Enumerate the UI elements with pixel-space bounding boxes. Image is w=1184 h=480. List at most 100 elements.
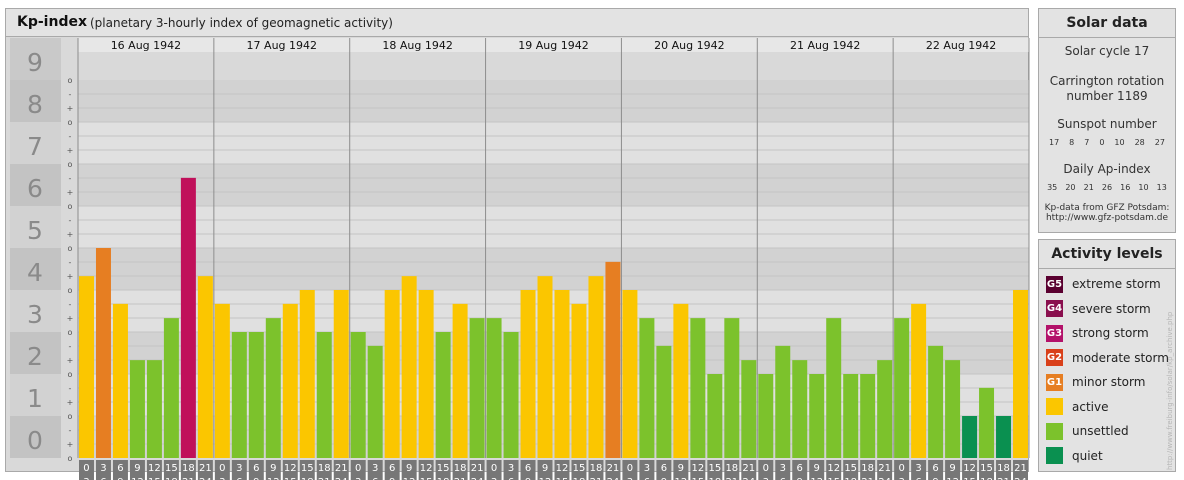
kp-bar [894,318,910,458]
kp-bar [979,387,995,458]
legend-label: quiet [1072,448,1103,463]
hour-cell [1013,460,1028,480]
hour-label-start: 6 [661,463,667,474]
kp-bar [180,177,196,459]
hour-label-start: 6 [932,463,938,474]
hour-label-start: 0 [491,463,497,474]
day-label: 20 Aug 1942 [654,39,724,52]
hour-cell [333,460,349,480]
hour-cell [690,460,706,480]
hour-label-start: 9 [678,463,684,474]
legend-label: extreme storm [1072,277,1161,291]
y-minor-tick: - [69,258,72,267]
kp-bar [554,290,570,458]
hour-label-end: 12 [810,477,823,480]
kp-bar [826,318,842,458]
legend-item: G3 strong storm [1046,324,1149,342]
legend-label: strong storm [1072,326,1149,340]
hour-cell [401,460,417,480]
hour-cell [724,460,740,480]
legend-item: G5 extreme storm [1046,275,1161,293]
day-label: 18 Aug 1942 [382,39,452,52]
hour-cell [146,460,162,480]
hour-label-end: 21 [861,477,874,480]
y-minor-tick: - [69,342,72,351]
y-minor-tick: - [69,384,72,393]
y-tick-label: 9 [27,48,43,77]
hour-label-end: 24 [607,477,620,480]
hour-label-end: 9 [932,477,938,480]
kp-bar [656,345,672,458]
sunspot-value: 10 [1114,138,1125,147]
kp-bar [418,290,434,458]
hour-cell [384,460,400,480]
y-axis-band [10,290,61,332]
hour-cell [231,460,247,480]
hour-label-end: 18 [844,477,857,480]
kp-bar [231,332,247,458]
hour-label-end: 15 [420,477,433,480]
hour-label-end: 21 [454,477,467,480]
hour-label-start: 0 [355,463,361,474]
hour-label-end: 3 [83,477,89,480]
y-axis-band [10,206,61,248]
hour-label-end: 12 [403,477,416,480]
hour-label-start: 18 [725,463,738,474]
hour-cell [163,460,179,480]
y-tick-label: 6 [27,174,43,203]
hour-label-start: 3 [236,463,242,474]
hour-label-end: 12 [674,477,687,480]
legend-label: unsettled [1072,424,1129,438]
kp-bar [639,318,655,458]
hour-label-start: 0 [898,463,904,474]
hour-label-end: 9 [253,477,259,480]
hour-cell [79,460,94,480]
solar-data-panel [1038,8,1176,233]
y-axis-band [10,80,61,122]
y-minor-tick: + [67,146,74,155]
y-tick-label: 4 [27,258,43,287]
hour-label-end: 12 [946,477,959,480]
kp-bar [928,345,944,458]
carrington-line1: Carrington rotation [1049,74,1165,88]
kp-bar [690,318,706,458]
hour-cell [707,460,723,480]
hour-label-end: 24 [742,477,755,480]
hour-cell [248,460,264,480]
hour-cell [520,460,536,480]
kp-bar [469,318,485,458]
kp-bar [571,303,587,458]
kp-bar [758,374,774,458]
y-tick-label: 2 [27,342,43,371]
hour-label-start: 15 [980,463,993,474]
hour-cell [418,460,434,480]
hour-cell [775,460,791,480]
y-axis-band [10,374,61,416]
kp-bar [860,374,876,458]
hour-label-end: 24 [335,477,348,480]
hour-cell [452,460,468,480]
hour-label-start: 9 [406,463,412,474]
hour-label-end: 6 [915,477,921,480]
hour-label-start: 21 [1014,463,1027,474]
y-minor-tick: + [67,356,74,365]
hour-label-start: 0 [83,463,89,474]
grid-band [78,248,1029,290]
kp-bar [911,303,927,458]
hour-label-start: 18 [182,463,195,474]
hour-label-start: 3 [372,463,378,474]
day-label: 17 Aug 1942 [247,39,317,52]
hour-cell [316,460,332,480]
y-axis-band [10,248,61,290]
hour-cell [588,460,604,480]
source-link[interactable]: http://www.gfz-potsdam.de [1045,213,1169,223]
hour-cell [112,460,128,480]
y-minor-tick: - [69,174,72,183]
ap-value: 10 [1138,183,1149,192]
hour-label-start: 12 [691,463,704,474]
hour-label-end: 21 [318,477,331,480]
kp-bar [435,332,451,458]
hour-label-start: 6 [525,463,531,474]
hour-cell [979,460,995,480]
hour-label-end: 18 [437,477,450,480]
